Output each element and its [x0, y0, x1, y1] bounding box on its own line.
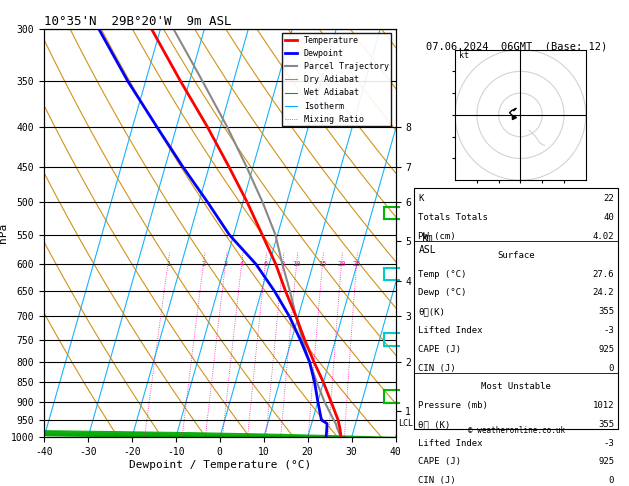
Text: PW (cm): PW (cm) [418, 232, 456, 241]
Text: © weatheronline.co.uk: © weatheronline.co.uk [467, 426, 565, 435]
Text: CIN (J): CIN (J) [418, 364, 456, 372]
Text: Temp (°C): Temp (°C) [418, 270, 467, 278]
Text: -3: -3 [603, 439, 614, 448]
Text: 25: 25 [352, 261, 361, 267]
Bar [414, 189, 618, 429]
Text: Lifted Index: Lifted Index [418, 326, 482, 335]
Text: 6: 6 [263, 261, 267, 267]
Text: 2: 2 [201, 261, 206, 267]
X-axis label: Dewpoint / Temperature (°C): Dewpoint / Temperature (°C) [129, 460, 311, 470]
Text: K: K [418, 194, 423, 204]
Legend: Temperature, Dewpoint, Parcel Trajectory, Dry Adiabat, Wet Adiabat, Isotherm, Mi: Temperature, Dewpoint, Parcel Trajectory… [282, 34, 391, 126]
Text: 15: 15 [318, 261, 326, 267]
Text: 355: 355 [598, 307, 614, 316]
Text: Lifted Index: Lifted Index [418, 439, 482, 448]
Text: Dewp (°C): Dewp (°C) [418, 288, 467, 297]
Text: 27.6: 27.6 [593, 270, 614, 278]
Text: 22: 22 [603, 194, 614, 204]
Text: 8: 8 [281, 261, 285, 267]
Text: 3: 3 [223, 261, 228, 267]
Text: CIN (J): CIN (J) [418, 476, 456, 485]
Text: CAPE (J): CAPE (J) [418, 457, 461, 467]
Text: 925: 925 [598, 345, 614, 354]
Text: 40: 40 [603, 213, 614, 222]
Text: Surface: Surface [498, 251, 535, 260]
Text: Most Unstable: Most Unstable [481, 382, 551, 391]
Text: 4.02: 4.02 [593, 232, 614, 241]
Text: CAPE (J): CAPE (J) [418, 345, 461, 354]
Text: Pressure (mb): Pressure (mb) [418, 401, 488, 410]
Text: θᴄ (K): θᴄ (K) [418, 420, 450, 429]
Text: θᴄ(K): θᴄ(K) [418, 307, 445, 316]
Text: LCL: LCL [398, 419, 413, 428]
Text: 0: 0 [609, 476, 614, 485]
Text: 1: 1 [166, 261, 170, 267]
Text: Totals Totals: Totals Totals [418, 213, 488, 222]
Y-axis label: hPa: hPa [0, 223, 8, 243]
Text: 355: 355 [598, 420, 614, 429]
Text: 10: 10 [292, 261, 301, 267]
Text: 24.2: 24.2 [593, 288, 614, 297]
Text: -3: -3 [603, 326, 614, 335]
Text: 4: 4 [240, 261, 244, 267]
Text: 925: 925 [598, 457, 614, 467]
Text: 07.06.2024  06GMT  (Base: 12): 07.06.2024 06GMT (Base: 12) [426, 41, 607, 52]
Y-axis label: km
ASL: km ASL [419, 233, 437, 255]
Text: 1012: 1012 [593, 401, 614, 410]
Text: 20: 20 [337, 261, 346, 267]
Text: 10°35'N  29B°20'W  9m ASL: 10°35'N 29B°20'W 9m ASL [44, 15, 231, 28]
Text: 0: 0 [609, 364, 614, 372]
